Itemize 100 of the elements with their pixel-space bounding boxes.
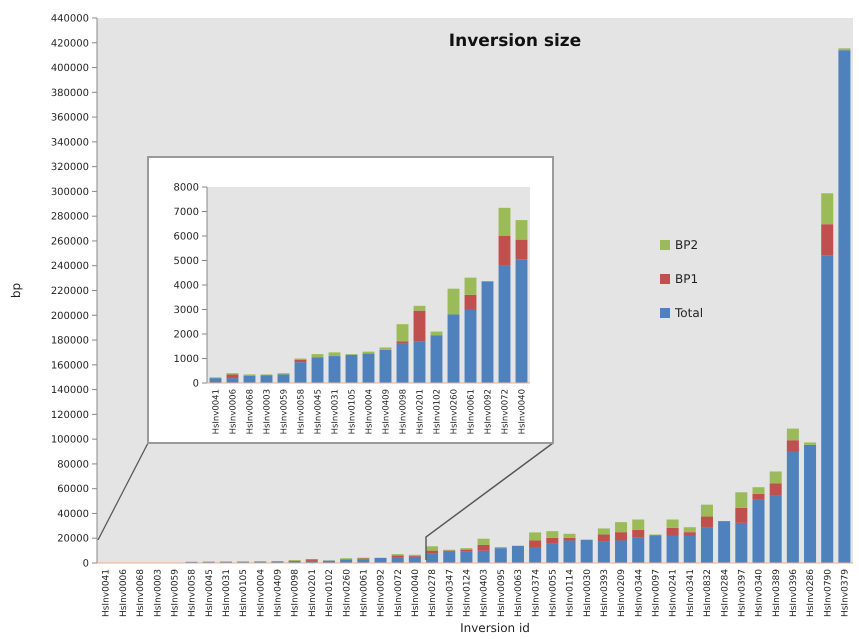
bar [426, 554, 438, 563]
bar [649, 535, 662, 563]
y-tick-label: 40000 [57, 508, 89, 520]
bar [546, 531, 558, 538]
bar [396, 324, 408, 342]
bar [684, 536, 696, 563]
bar [786, 452, 799, 563]
x-tick-label: HsInv0092 [376, 569, 387, 618]
bar [770, 483, 782, 496]
x-tick-label: HsInv0105 [347, 389, 358, 434]
x-tick-label: HsInv0340 [754, 568, 765, 618]
x-tick-label: HsInv0403 [480, 569, 490, 618]
y-axis-title: bp [9, 282, 23, 298]
x-tick-label: HsInv0284 [720, 568, 730, 618]
y-tick-label: 420000 [50, 38, 89, 50]
x-tick-label: HsInv0102 [432, 389, 442, 434]
x-tick-label: HsInv0102 [325, 569, 336, 618]
y-tick-label: 100000 [50, 434, 89, 446]
bar [226, 378, 238, 383]
x-tick-label: HsInv0389 [772, 568, 782, 618]
bar [684, 532, 696, 536]
bar [294, 362, 306, 383]
x-tick-label: HsInv0045 [313, 389, 324, 434]
bar [396, 344, 408, 383]
x-tick-label: HsInv0393 [600, 569, 610, 618]
bar [804, 442, 816, 445]
y-tick-label: 340000 [50, 137, 89, 148]
bar [821, 193, 834, 224]
x-tick-label: HsInv0045 [204, 569, 215, 618]
bar [414, 310, 426, 342]
bar [804, 444, 816, 563]
y-tick-label: 0 [82, 558, 89, 570]
x-tick-label: HsInv0061 [359, 569, 370, 618]
x-axis-title: Inversion id [460, 621, 530, 635]
x-tick-label: HsInv0341 [686, 569, 696, 618]
bar [210, 378, 222, 383]
bar [666, 520, 679, 528]
x-tick-label: HsInv0260 [449, 389, 460, 434]
bar [426, 550, 438, 554]
x-tick-label: HsInv0260 [342, 568, 352, 618]
x-tick-label: HsInv0347 [445, 569, 456, 618]
bar [328, 356, 340, 383]
y-tick-label: 220000 [50, 286, 89, 297]
x-tick-label: HsInv0030 [582, 568, 593, 618]
x-tick-label: HsInv0055 [548, 569, 558, 618]
x-tick-label: HsInv0105 [239, 569, 250, 618]
x-tick-label: HsInv0068 [136, 568, 146, 618]
y-tick-label: 1000 [174, 354, 199, 365]
x-tick-label: HsInv0201 [308, 569, 318, 618]
bar [244, 376, 256, 383]
bar [278, 374, 290, 383]
x-tick-label: HsInv0832 [703, 569, 714, 618]
bar [615, 522, 628, 532]
x-tick-label: HsInv0003 [153, 569, 164, 618]
bar [615, 532, 628, 540]
bar [408, 556, 421, 563]
bar [294, 360, 306, 362]
bar [478, 550, 490, 563]
bar [430, 332, 442, 336]
x-tick-label: HsInv0006 [228, 389, 238, 434]
bar [464, 278, 476, 295]
bar [516, 259, 528, 383]
x-tick-label: HsInv0068 [245, 389, 256, 434]
y-tick-label: 360000 [50, 112, 89, 124]
bar [260, 375, 272, 383]
x-tick-label: HsInv0059 [170, 568, 180, 618]
y-tick-label: 6000 [174, 232, 199, 242]
y-tick-label: 2000 [174, 330, 199, 340]
bar [666, 536, 679, 563]
x-tick-label: HsInv0092 [483, 389, 494, 434]
bar [700, 504, 713, 517]
x-tick-label: HsInv0004 [256, 568, 266, 618]
bar [598, 541, 610, 563]
bar [786, 428, 799, 440]
text: Inversion size [448, 31, 582, 51]
x-tick-label: HsInv0124 [462, 568, 473, 618]
bar [735, 522, 748, 563]
bar [632, 530, 644, 538]
bar [752, 500, 765, 563]
bar [546, 544, 558, 563]
x-tick-label: HsInv0072 [394, 569, 404, 618]
bar [226, 374, 238, 378]
y-tick-label: 200000 [50, 310, 89, 322]
bar [786, 440, 799, 452]
y-tick-label: 300000 [50, 186, 89, 198]
bar [478, 544, 490, 551]
x-tick-label: HsInv0379 [840, 568, 851, 618]
y-tick-label: 80000 [57, 459, 89, 470]
x-tick-label: HsInv0344 [634, 568, 644, 618]
x-tick-label: HsInv0241 [668, 569, 679, 618]
bar [498, 265, 510, 383]
bar [443, 552, 456, 563]
bar [684, 527, 696, 532]
x-tick-label: HsInv0278 [428, 568, 438, 618]
x-tick-label: HsInv0040 [411, 568, 422, 618]
bar [598, 528, 610, 534]
bar [580, 540, 593, 563]
bar [516, 220, 528, 240]
x-tick-label: HsInv0058 [188, 568, 198, 618]
x-tick-label: HsInv0209 [617, 568, 628, 618]
